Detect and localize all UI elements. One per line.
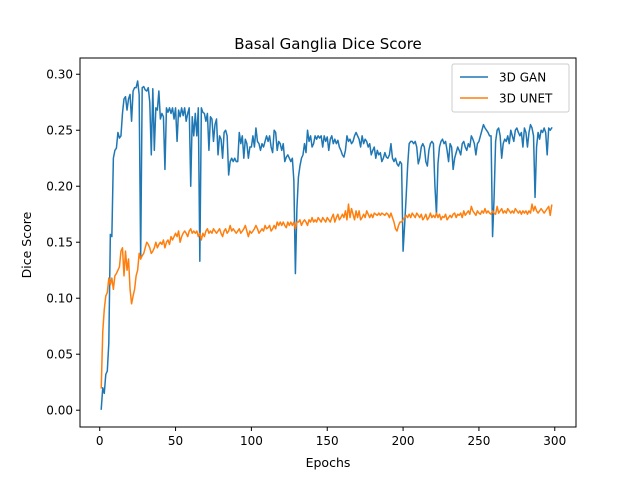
x-tick-label: 50 [168,434,183,448]
y-tick-label: 0.10 [46,292,73,306]
x-tick-label: 200 [392,434,415,448]
series-line-2 [100,203,553,389]
x-tick-label: 100 [240,434,263,448]
x-axis-label: Epochs [306,455,351,470]
y-axis: 0.00 0.05 0.10 0.15 0.20 0.25 0.30 [46,68,80,418]
y-tick-label: 0.25 [46,124,73,138]
series-line-1 [100,80,553,410]
x-tick-label: 0 [96,434,104,448]
y-tick-label: 0.05 [46,348,73,362]
x-tick-label: 300 [543,434,566,448]
legend-label-1: 3D GAN [499,71,546,85]
y-tick-label: 0.20 [46,180,73,194]
legend: 3D GAN 3D UNET [451,63,570,113]
y-axis-label: Dice Score [19,211,34,278]
x-axis: 0 50 100 150 200 250 300 [96,427,566,448]
y-tick-label: 0.30 [46,68,73,82]
series-layer [100,80,553,410]
legend-label-2: 3D UNET [499,92,553,106]
x-tick-label: 250 [467,434,490,448]
legend-box [451,63,570,113]
y-tick-label: 0.00 [46,404,73,418]
chart-title: Basal Ganglia Dice Score [234,35,422,53]
y-tick-label: 0.15 [46,236,73,250]
x-tick-label: 150 [316,434,339,448]
